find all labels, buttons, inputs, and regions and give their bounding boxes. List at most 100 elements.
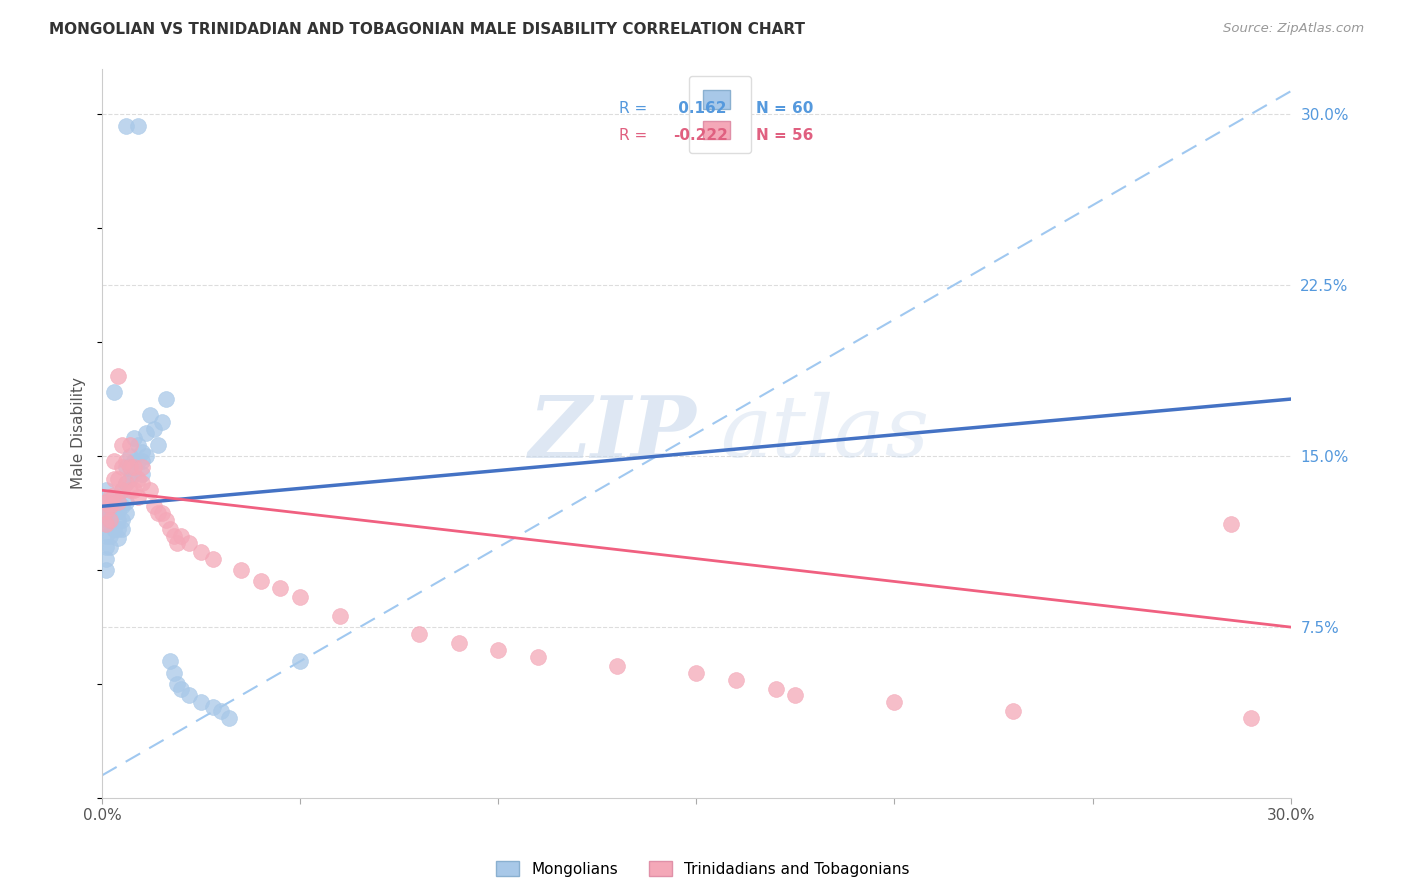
Point: [249, 574, 271, 589]
Point: [150, 415, 173, 429]
Y-axis label: Male Disability: Male Disability: [72, 377, 86, 490]
Point: [131, 460, 153, 475]
Point: [155, 392, 177, 406]
Point: [96, 506, 118, 520]
Point: [107, 504, 129, 518]
Point: [98, 513, 121, 527]
Point: [150, 506, 173, 520]
Point: [202, 551, 225, 566]
Point: [96, 517, 118, 532]
Point: [162, 529, 184, 543]
Point: [606, 658, 628, 673]
Point: [127, 438, 149, 452]
Point: [724, 673, 747, 687]
Text: atlas: atlas: [720, 392, 929, 475]
Point: [118, 449, 141, 463]
Point: [170, 681, 193, 696]
Point: [269, 582, 291, 596]
Point: [127, 490, 149, 504]
Point: [96, 483, 118, 498]
Point: [190, 545, 212, 559]
Point: [1240, 711, 1263, 725]
Point: [115, 119, 138, 133]
Text: N = 60: N = 60: [756, 101, 813, 116]
Point: [139, 483, 162, 498]
Text: 0.162: 0.162: [672, 101, 725, 116]
Point: [486, 643, 509, 657]
Point: [131, 467, 153, 482]
Point: [118, 483, 141, 498]
Point: [115, 460, 138, 475]
Point: [111, 438, 134, 452]
Point: [111, 483, 134, 498]
Point: [135, 449, 157, 463]
Point: [111, 500, 134, 514]
Point: [118, 472, 141, 486]
Point: [103, 494, 125, 508]
Point: [527, 649, 550, 664]
Point: [107, 369, 129, 384]
Point: [107, 522, 129, 536]
Point: [127, 119, 149, 133]
Point: [127, 453, 149, 467]
Point: [107, 494, 129, 508]
Text: ZIP: ZIP: [529, 392, 696, 475]
Point: [96, 494, 118, 508]
Point: [103, 472, 125, 486]
Legend: Mongolians, Trinidadians and Tobagonians: Mongolians, Trinidadians and Tobagonians: [489, 853, 917, 884]
Point: [115, 453, 138, 467]
Point: [96, 504, 118, 518]
Point: [166, 677, 188, 691]
Legend: , : ,: [689, 76, 751, 153]
Text: N = 56: N = 56: [756, 128, 813, 143]
Point: [146, 506, 169, 520]
Point: [290, 654, 312, 668]
Point: [96, 563, 118, 577]
Point: [118, 460, 141, 475]
Point: [122, 460, 145, 475]
Point: [103, 506, 125, 520]
Point: [118, 460, 141, 475]
Point: [115, 476, 138, 491]
Point: [103, 522, 125, 536]
Point: [96, 494, 118, 508]
Point: [127, 472, 149, 486]
Point: [98, 500, 121, 514]
Point: [111, 483, 134, 498]
Point: [190, 695, 212, 709]
Point: [179, 689, 201, 703]
Point: [111, 522, 134, 536]
Point: [96, 541, 118, 555]
Point: [685, 665, 707, 680]
Point: [170, 529, 193, 543]
Text: R =: R =: [619, 101, 647, 116]
Point: [131, 453, 153, 467]
Point: [111, 460, 134, 475]
Point: [103, 488, 125, 502]
Point: [98, 541, 121, 555]
Point: [290, 591, 312, 605]
Point: [98, 500, 121, 514]
Point: [98, 508, 121, 523]
Point: [107, 531, 129, 545]
Point: [162, 665, 184, 680]
Point: [155, 513, 177, 527]
Point: [229, 563, 252, 577]
Point: [107, 494, 129, 508]
Point: [447, 636, 470, 650]
Point: [131, 444, 153, 458]
Point: [98, 517, 121, 532]
Text: -0.222: -0.222: [672, 128, 727, 143]
Point: [135, 426, 157, 441]
Point: [1220, 517, 1243, 532]
Point: [96, 551, 118, 566]
Point: [139, 408, 162, 422]
Point: [96, 529, 118, 543]
Point: [408, 627, 430, 641]
Text: R =: R =: [619, 128, 647, 143]
Point: [765, 681, 787, 696]
Text: MONGOLIAN VS TRINIDADIAN AND TOBAGONIAN MALE DISABILITY CORRELATION CHART: MONGOLIAN VS TRINIDADIAN AND TOBAGONIAN …: [49, 22, 806, 37]
Point: [122, 483, 145, 498]
Point: [166, 535, 188, 549]
Point: [115, 476, 138, 491]
